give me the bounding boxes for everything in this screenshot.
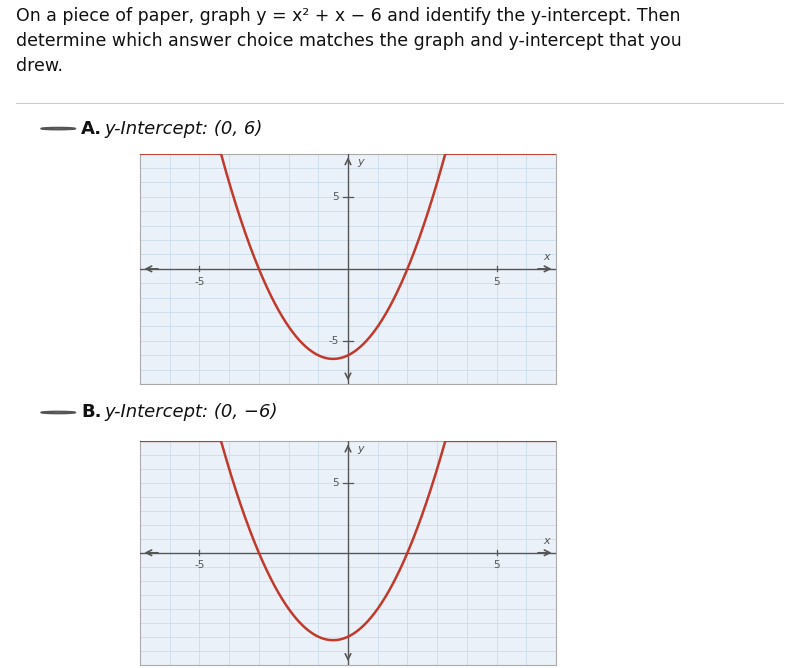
Text: 5: 5 bbox=[494, 277, 500, 287]
Text: B.: B. bbox=[82, 403, 102, 422]
Text: On a piece of paper, graph y = x² + x − 6 and identify the y-intercept. Then
det: On a piece of paper, graph y = x² + x − … bbox=[16, 7, 682, 75]
Text: y: y bbox=[357, 444, 363, 454]
Text: x: x bbox=[544, 536, 550, 546]
Text: -5: -5 bbox=[329, 336, 339, 346]
Text: y-Intercept: (0, −6): y-Intercept: (0, −6) bbox=[104, 403, 278, 422]
Text: 5: 5 bbox=[333, 478, 339, 488]
Text: x: x bbox=[544, 252, 550, 262]
Text: y-Intercept: (0, 6): y-Intercept: (0, 6) bbox=[104, 120, 262, 138]
Text: -5: -5 bbox=[194, 277, 205, 287]
Text: 5: 5 bbox=[494, 560, 500, 570]
Text: -5: -5 bbox=[194, 560, 205, 570]
Text: 5: 5 bbox=[333, 192, 339, 202]
Text: A.: A. bbox=[82, 120, 102, 138]
Text: y: y bbox=[357, 156, 363, 166]
